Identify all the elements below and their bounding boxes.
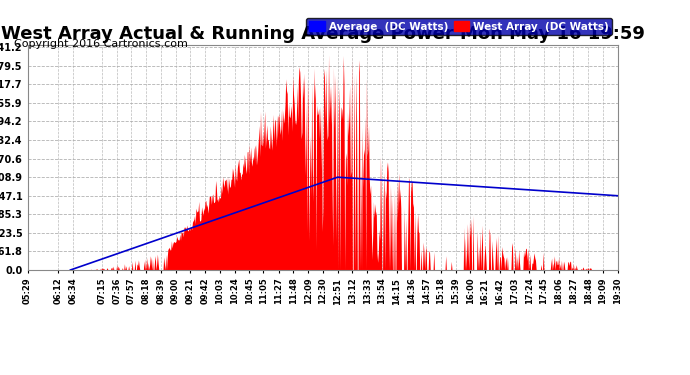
Text: Copyright 2016 Cartronics.com: Copyright 2016 Cartronics.com bbox=[14, 39, 188, 50]
Title: West Array Actual & Running Average Power Mon May 16 19:59: West Array Actual & Running Average Powe… bbox=[1, 26, 644, 44]
Legend: Average  (DC Watts), West Array  (DC Watts): Average (DC Watts), West Array (DC Watts… bbox=[306, 18, 612, 35]
